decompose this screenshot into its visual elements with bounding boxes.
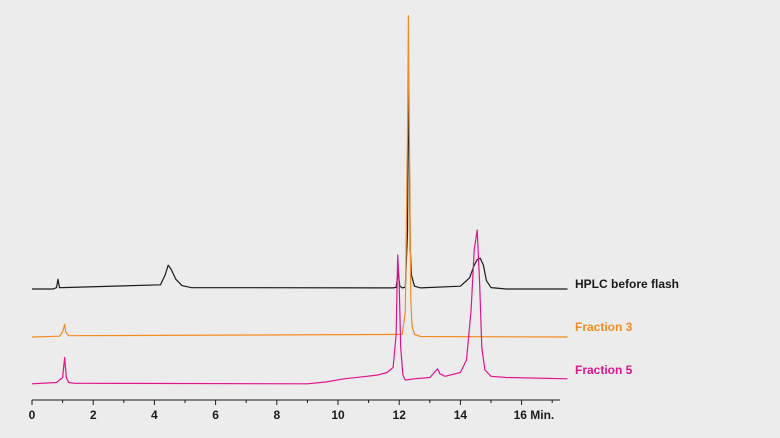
legend-label-2: Fraction 3 [575, 320, 633, 334]
trace-group [31, 15, 568, 385]
x-tick-label: 2 [90, 408, 97, 422]
x-tick-labels: 0 2 4 6 8 10 12 14 16 Min. [29, 408, 555, 422]
x-tick-label: 16 Min. [514, 408, 555, 422]
x-tick-label: 6 [212, 408, 219, 422]
legend-label-1: HPLC before flash [575, 277, 679, 291]
x-tick-label: 10 [331, 408, 345, 422]
series-line-2 [31, 15, 568, 338]
series-line-1 [32, 78, 568, 290]
legend-label-3: Fraction 5 [575, 363, 633, 377]
x-tick-label: 12 [393, 408, 407, 422]
x-tick-label: 0 [29, 408, 36, 422]
x-tick-label: 8 [273, 408, 280, 422]
x-axis [31, 399, 560, 405]
x-tick-label: 14 [454, 408, 468, 422]
legend: HPLC before flash Fraction 3 Fraction 5 [575, 277, 679, 377]
x-tick-label: 4 [151, 408, 158, 422]
series-line-3 [31, 229, 568, 385]
